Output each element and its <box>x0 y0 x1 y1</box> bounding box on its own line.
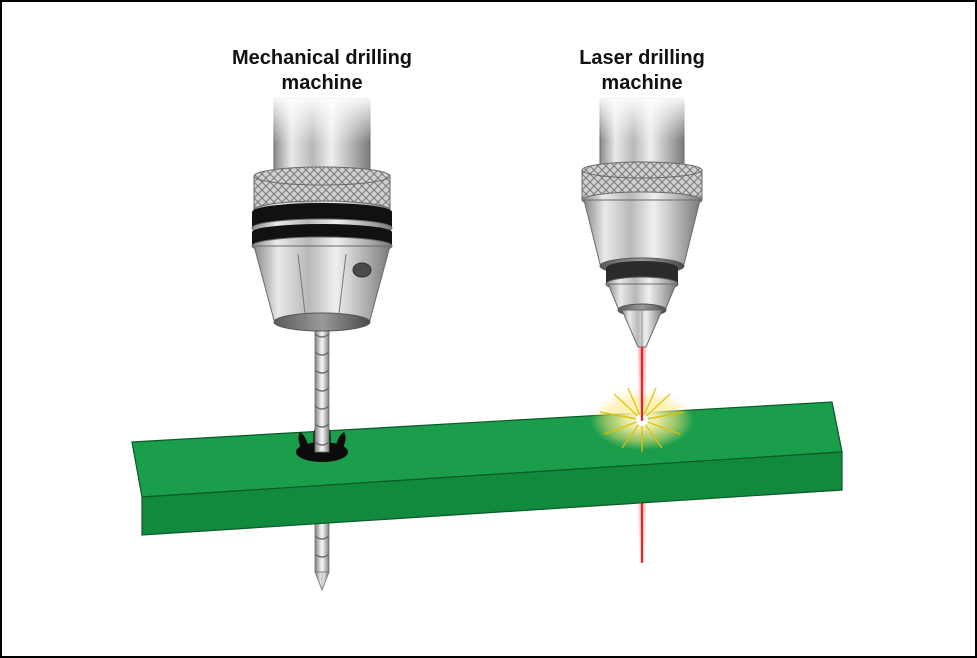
mechanical-chuck <box>252 94 392 331</box>
scene-svg <box>2 2 977 658</box>
mech-bit-upper <box>315 322 329 452</box>
laser-beam-upper <box>638 347 646 422</box>
pcb-board <box>132 402 842 535</box>
laser-chuck <box>580 94 704 347</box>
diagram-frame: Mechanical drilling machine Laser drilli… <box>0 0 977 658</box>
